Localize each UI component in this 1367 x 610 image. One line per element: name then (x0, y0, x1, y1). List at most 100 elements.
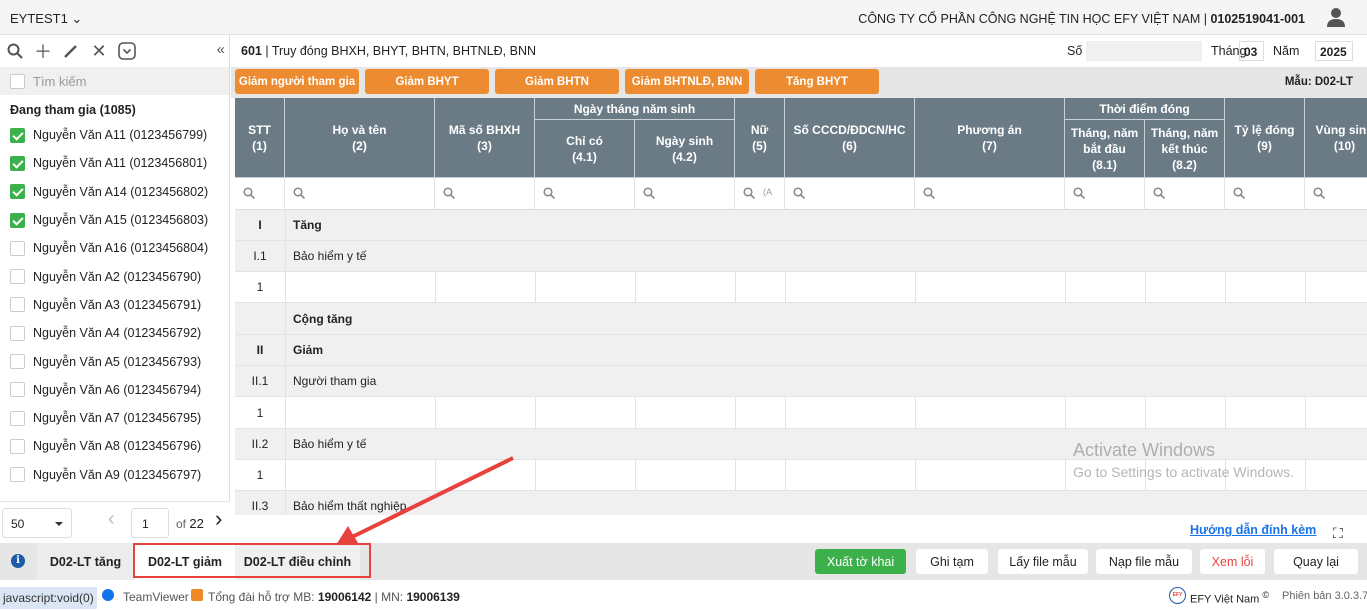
list-item[interactable]: Nguyễn Văn A8 (0123456796) (0, 432, 229, 460)
item-checkbox[interactable] (10, 382, 25, 398)
item-checkbox[interactable] (10, 127, 25, 143)
list-item[interactable]: Nguyễn Văn A11 (0123456799) (0, 121, 229, 149)
column-filter-input[interactable]: (A (735, 178, 785, 210)
item-label: Nguyễn Văn A14 (0123456802) (33, 184, 209, 199)
column-filter-input[interactable] (1065, 178, 1145, 210)
row-name: Bảo hiểm y tế (293, 249, 367, 263)
list-item[interactable]: Nguyễn Văn A6 (0123456794) (0, 376, 229, 404)
giam-nguoi-tham-gia-button[interactable]: Giảm người tham gia (235, 69, 359, 94)
page-size-select[interactable]: 50 (2, 508, 72, 538)
fullscreen-icon[interactable]: ⛶ (1333, 525, 1343, 541)
row-name: Giảm (293, 343, 324, 357)
select-all-checkbox[interactable] (10, 73, 25, 89)
list-item[interactable]: Nguyễn Văn A9 (0123456797) (0, 461, 229, 489)
search-icon[interactable] (4, 40, 26, 62)
column-filter-input[interactable] (535, 178, 635, 210)
dropdown-icon[interactable] (116, 40, 138, 62)
guide-link[interactable]: Hướng dẫn đính kèm (1190, 523, 1317, 537)
item-label: Nguyễn Văn A9 (0123456797) (33, 467, 202, 482)
tab-d02-tang[interactable]: D02-LT tăng (37, 543, 134, 580)
female-filter-select[interactable]: (A (763, 187, 772, 197)
item-checkbox[interactable] (10, 240, 25, 256)
row-stt: 1 (256, 405, 264, 420)
tab-d02-dieu-chinh[interactable]: D02-LT điều chỉnh (235, 543, 360, 580)
tang-bhyt-button[interactable]: Tăng BHYT (755, 69, 879, 94)
item-checkbox[interactable] (10, 467, 25, 483)
table-row[interactable]: 1 (235, 397, 1367, 429)
edit-icon[interactable] (60, 40, 82, 62)
so-input[interactable] (1086, 41, 1202, 61)
column-filter-input[interactable] (635, 178, 735, 210)
table-row[interactable]: Cộng tăng (235, 303, 1367, 335)
column-filter-input[interactable] (435, 178, 535, 210)
item-checkbox[interactable] (10, 410, 25, 426)
item-checkbox[interactable] (10, 438, 25, 454)
list-item[interactable]: Nguyễn Văn A14 (0123456802) (0, 178, 229, 206)
view-errors-button[interactable]: Xem lỗi (1200, 549, 1265, 574)
add-icon[interactable]: ＋ (34, 42, 52, 62)
table-row[interactable]: I.1 Bảo hiểm y tế (235, 241, 1367, 272)
get-template-button[interactable]: Lấy file mẫu (998, 549, 1088, 574)
column-filter-input[interactable] (1225, 178, 1305, 210)
page-input[interactable]: 1 (131, 508, 169, 538)
info-icon[interactable]: i (11, 554, 25, 568)
header-plan: Phương án (7) (915, 98, 1065, 178)
list-item[interactable]: Nguyễn Văn A15 (0123456803) (0, 206, 229, 234)
list-item[interactable]: Nguyễn Văn A3 (0123456791) (0, 291, 229, 319)
list-item[interactable]: Nguyễn Văn A7 (0123456795) (0, 404, 229, 432)
table-row[interactable]: 1 (235, 460, 1367, 491)
row-name: Tăng (293, 218, 322, 232)
item-checkbox[interactable] (10, 354, 25, 370)
app-selector[interactable]: EYTEST1 ⌄ (10, 11, 82, 27)
user-icon[interactable] (1327, 7, 1345, 27)
nam-label: Năm (1273, 44, 1300, 58)
collapse-sidebar-icon[interactable]: « (216, 41, 225, 58)
table-row[interactable]: I Tăng (235, 210, 1367, 241)
list-item[interactable]: Nguyễn Văn A2 (0123456790) (0, 262, 229, 290)
item-checkbox[interactable] (10, 155, 25, 171)
tab-d02-giam[interactable]: D02-LT giảm (135, 543, 235, 580)
list-item[interactable]: Nguyễn Văn A4 (0123456792) (0, 319, 229, 347)
tax-code: 0102519041-001 (1210, 12, 1305, 26)
column-filter-input[interactable] (285, 178, 435, 210)
teamviewer-link[interactable]: TeamViewer (123, 590, 189, 604)
column-filter-input[interactable] (235, 178, 285, 210)
item-checkbox[interactable] (10, 212, 25, 228)
list-item[interactable]: Nguyễn Văn A16 (0123456804) (0, 234, 229, 262)
table-row[interactable]: II.2 Bảo hiểm y tế (235, 429, 1367, 460)
column-filter-input[interactable] (785, 178, 915, 210)
item-label: Nguyễn Văn A2 (0123456790) (33, 269, 202, 284)
header-rate: Tỷ lệ đóng (9) (1225, 98, 1305, 178)
back-button[interactable]: Quay lại (1274, 549, 1358, 574)
item-checkbox[interactable] (10, 184, 25, 200)
search-input[interactable]: Tìm kiếm (33, 73, 87, 89)
giam-bhtnld-bnn-button[interactable]: Giảm BHTNLĐ, BNN (625, 69, 749, 94)
thang-input[interactable]: 03 (1239, 41, 1264, 61)
column-filter-input[interactable] (1305, 178, 1367, 210)
list-item[interactable]: Nguyễn Văn A11 (0123456801) (0, 149, 229, 177)
nam-input[interactable]: 2025 (1315, 41, 1353, 61)
table-row[interactable]: II.1 Người tham gia (235, 366, 1367, 397)
export-button[interactable]: Xuất tờ khai (815, 549, 906, 574)
item-checkbox[interactable] (10, 297, 25, 313)
item-checkbox[interactable] (10, 325, 25, 341)
item-checkbox[interactable] (10, 269, 25, 285)
table-row[interactable]: 1 (235, 272, 1367, 303)
list-item[interactable]: Nguyễn Văn A5 (0123456793) (0, 347, 229, 375)
so-label: Số (1067, 44, 1083, 58)
giam-bhtn-button[interactable]: Giảm BHTN (495, 69, 619, 94)
load-template-button[interactable]: Nạp file mẫu (1096, 549, 1192, 574)
search-row[interactable]: Tìm kiếm (0, 67, 229, 95)
chevron-down-icon: ⌄ (71, 11, 83, 26)
giam-bhyt-button[interactable]: Giảm BHYT (365, 69, 489, 94)
save-draft-button[interactable]: Ghi tạm (916, 549, 988, 574)
bottom-bar: i D02-LT tăng D02-LT giảm D02-LT điều ch… (0, 543, 1367, 580)
prev-page-icon[interactable]: ‹ (108, 508, 115, 530)
next-page-icon[interactable]: › (215, 506, 223, 531)
header-cccd: Số CCCD/ĐDCN/HC (6) (785, 98, 915, 178)
column-filter-input[interactable] (1145, 178, 1225, 210)
delete-icon[interactable]: ✕ (91, 40, 107, 61)
column-filter-input[interactable] (915, 178, 1065, 210)
row-stt: 1 (256, 280, 264, 294)
table-row[interactable]: II Giảm (235, 335, 1367, 366)
